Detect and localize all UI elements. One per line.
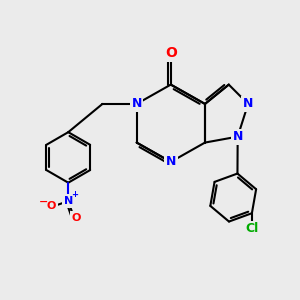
Text: N: N [166,155,176,168]
Text: N: N [243,98,253,110]
Text: N: N [232,130,243,143]
Text: −: − [39,197,49,207]
Text: N: N [131,98,142,110]
Text: O: O [165,46,177,60]
Text: +: + [71,190,78,199]
Text: Cl: Cl [245,222,259,235]
Text: O: O [46,202,56,212]
Text: N: N [64,196,73,206]
Text: O: O [72,213,81,223]
